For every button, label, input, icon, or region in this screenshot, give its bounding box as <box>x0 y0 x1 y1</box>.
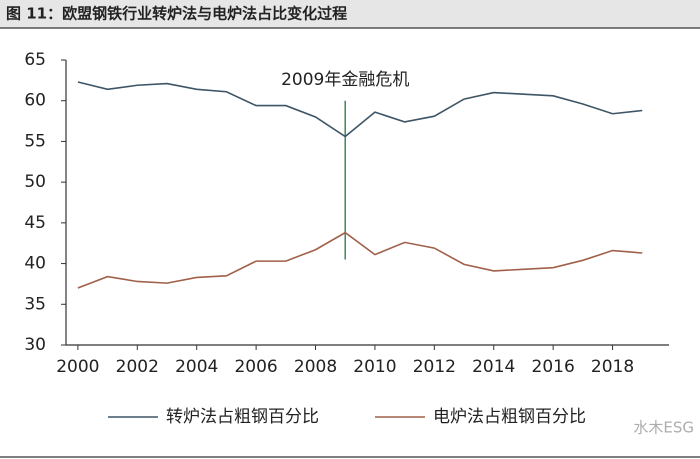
x-tick-label: 2008 <box>294 357 337 377</box>
y-tick-label: 55 <box>24 131 46 151</box>
x-tick-label: 2014 <box>472 357 515 377</box>
y-tick-label: 40 <box>24 254 46 274</box>
x-tick-label: 2010 <box>353 357 396 377</box>
y-tick-label: 35 <box>24 294 46 314</box>
series-line <box>77 231 643 289</box>
x-tick-label: 2018 <box>591 357 634 377</box>
x-tick-label: 2004 <box>175 357 218 377</box>
annotation-text: 2009年金融危机 <box>281 70 409 90</box>
y-tick-label: 65 <box>24 50 46 70</box>
x-tick-label: 2000 <box>56 357 99 377</box>
x-tick-label: 2002 <box>116 357 159 377</box>
y-tick-label: 30 <box>24 335 46 355</box>
x-tick-label: 2006 <box>234 357 277 377</box>
y-tick-label: 50 <box>24 172 46 192</box>
watermark: 水木ESG <box>633 419 694 437</box>
x-tick-label: 2012 <box>413 357 456 377</box>
legend-label: 电炉法占粗钢百分比 <box>433 407 586 427</box>
x-tick-label: 2016 <box>532 357 575 377</box>
series-line <box>77 81 643 138</box>
title-band <box>0 0 700 28</box>
chart-title: 图 11：欧盟钢铁行业转炉法与电炉法占比变化过程 <box>6 5 347 23</box>
y-tick-label: 45 <box>24 213 46 233</box>
legend-label: 转炉法占粗钢百分比 <box>166 407 319 427</box>
y-tick-label: 60 <box>24 91 46 111</box>
